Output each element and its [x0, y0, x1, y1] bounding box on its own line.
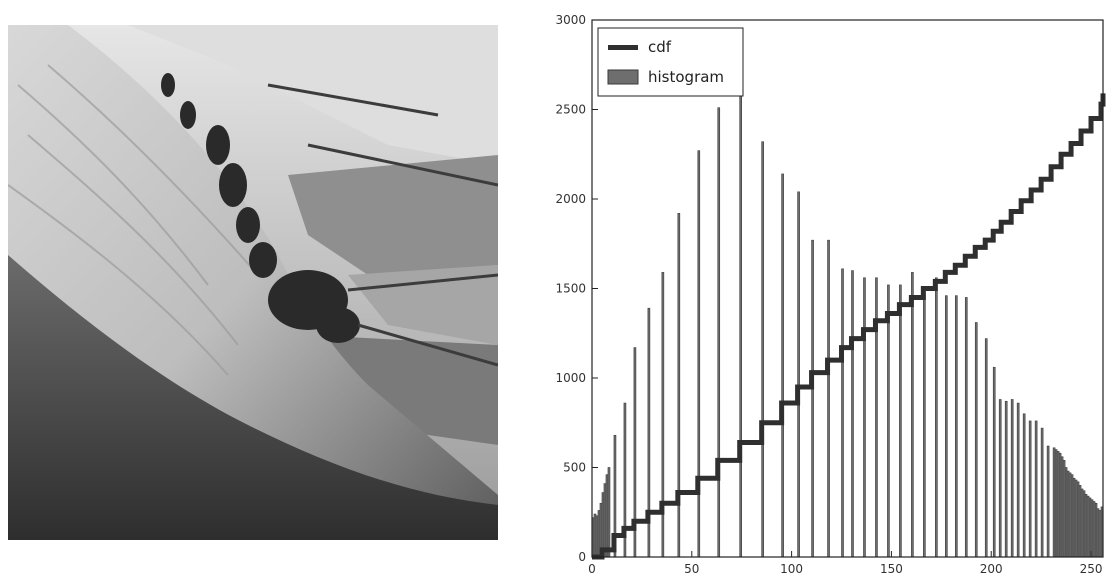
- histogram-bar: [1086, 495, 1090, 558]
- histogram-bar: [974, 322, 978, 558]
- histogram-bar: [739, 94, 743, 558]
- histogram-bar: [1056, 451, 1060, 558]
- histogram-bar: [911, 272, 914, 558]
- x-axis: 0 50 100 150 200 250: [588, 551, 1102, 576]
- histogram-bar: [1022, 413, 1026, 558]
- histogram-bar: [841, 268, 844, 558]
- histogram-bar: [998, 399, 1002, 558]
- histogram-bar: [899, 284, 902, 558]
- histogram-bar: [1062, 460, 1066, 558]
- y-tick-label: 500: [563, 461, 586, 475]
- legend-histogram-swatch: [607, 69, 639, 85]
- histogram-bar: [797, 191, 800, 558]
- histogram-bar: [1034, 420, 1038, 558]
- y-tick-label: 0: [578, 550, 586, 564]
- histogram-bar: [1004, 400, 1008, 558]
- histogram-bar: [1010, 399, 1014, 558]
- y-axis: 0 500 1000 1500 2000 2500 3000: [555, 13, 598, 564]
- histogram-bars: [591, 94, 1104, 558]
- legend-histogram-label: histogram: [648, 68, 724, 86]
- y-tick-label: 1500: [555, 282, 586, 296]
- histogram-bar: [1028, 420, 1032, 558]
- histogram-bar: [964, 297, 968, 558]
- histogram-bar: [984, 338, 988, 558]
- legend: cdf histogram: [597, 27, 744, 97]
- histogram-bar: [945, 295, 948, 558]
- histogram-bar: [1068, 472, 1072, 558]
- histogram-bar: [887, 284, 890, 558]
- y-tick-label: 3000: [555, 13, 586, 27]
- y-tick-label: 2000: [555, 192, 586, 206]
- legend-cdf-swatch: [608, 45, 638, 50]
- histogram-bar: [1046, 445, 1050, 558]
- x-tick-label: 50: [684, 562, 699, 576]
- histogram-bar: [1098, 510, 1102, 558]
- histogram-bar: [954, 295, 958, 558]
- histogram-chart-svg: 0 50 100 150 200 250 0 500 1000 1500 2000 2500 3000…: [555, 13, 1106, 576]
- histogram-bar: [935, 277, 938, 558]
- x-tick-label: 150: [880, 562, 903, 576]
- landscape-photo: [7, 25, 499, 540]
- histogram-bar: [992, 366, 996, 558]
- histogram-bar: [697, 150, 701, 558]
- histogram-bar: [1074, 479, 1078, 558]
- legend-box: [597, 27, 744, 97]
- x-tick-label: 200: [980, 562, 1003, 576]
- x-tick-label: 100: [780, 562, 803, 576]
- histogram-bar: [827, 239, 830, 558]
- legend-cdf-label: cdf: [648, 38, 672, 56]
- landscape-photo-drawing: [7, 25, 499, 540]
- histogram-bar: [1080, 488, 1084, 558]
- y-tick-label: 1000: [555, 371, 586, 385]
- histogram-bar: [863, 277, 866, 558]
- histogram-bar: [923, 293, 926, 558]
- histogram-bar: [761, 141, 764, 558]
- histogram-bar: [811, 239, 814, 558]
- histogram-bar: [717, 107, 721, 558]
- histogram-bar: [1092, 501, 1096, 558]
- histogram-bar: [607, 467, 611, 558]
- cdf-line: [592, 93, 1106, 560]
- histogram-bar: [1016, 402, 1020, 558]
- plot-frame: [591, 19, 1104, 558]
- histogram-bar: [851, 270, 854, 558]
- x-tick-label: 250: [1080, 562, 1103, 576]
- x-tick-label: 0: [588, 562, 596, 576]
- histogram-chart: 0 50 100 150 200 250 0 500 1000 1500 2000 2500 3000…: [540, 0, 1115, 580]
- histogram-bar: [781, 173, 784, 558]
- histogram-bar: [1040, 427, 1044, 558]
- y-tick-label: 2500: [555, 103, 586, 117]
